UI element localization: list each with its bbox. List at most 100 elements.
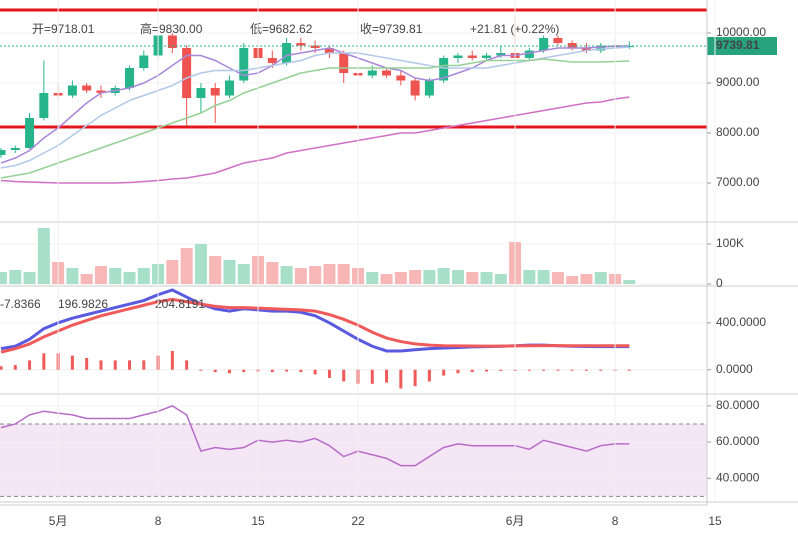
candle-body [239, 48, 249, 81]
bar [480, 272, 493, 284]
bar [542, 369, 546, 371]
candle-body [424, 80, 434, 96]
ohlc-label: 高=9830.00 [140, 21, 203, 36]
bar [237, 264, 250, 284]
candle-body [324, 48, 334, 53]
bar [123, 272, 136, 284]
candle-body [382, 70, 392, 76]
candle-body [167, 35, 177, 48]
y-tick-label: 60.0000 [716, 434, 760, 448]
bar [523, 270, 536, 284]
candle-body [210, 88, 220, 96]
y-tick-label: 0.0000 [716, 362, 753, 376]
indicator-line [0, 45, 630, 164]
bar [66, 268, 79, 284]
candle-body [67, 85, 77, 96]
candle-body [496, 53, 506, 56]
macd-value: -7.8366 [0, 297, 41, 311]
y-tick-label: 400.0000 [716, 315, 766, 329]
bar [327, 369, 331, 378]
macd-value: 196.9826 [58, 297, 108, 311]
bar [109, 268, 122, 284]
bar [227, 369, 231, 374]
bar [437, 268, 450, 284]
bar [566, 276, 579, 284]
candle-body [267, 58, 277, 63]
bar [370, 369, 374, 384]
bar [423, 270, 436, 284]
bar [342, 369, 346, 382]
bar [299, 369, 303, 373]
bar [223, 260, 236, 284]
y-tick-label: 40.0000 [716, 470, 760, 484]
bar [451, 270, 464, 284]
bar [456, 369, 460, 374]
bar [580, 274, 593, 284]
candle-body [196, 88, 206, 98]
x-tick-label: 15 [708, 514, 722, 528]
bar [85, 358, 89, 370]
candle-body [25, 118, 35, 148]
candle-body [310, 45, 320, 48]
bar [570, 369, 574, 371]
bar [623, 280, 636, 284]
bar [128, 360, 132, 370]
candle-body [82, 85, 92, 91]
bar [366, 272, 379, 284]
bar [627, 369, 631, 371]
candle-body [224, 80, 234, 96]
bar [170, 350, 174, 370]
bar [584, 369, 588, 371]
candle-body [339, 53, 349, 73]
bar [42, 353, 46, 370]
bar [499, 369, 503, 371]
ohlc-label: 收=9739.81 [360, 22, 423, 36]
bar [470, 369, 474, 373]
bar [13, 365, 17, 370]
bar [113, 360, 117, 370]
bar [242, 369, 246, 373]
bar [99, 360, 103, 370]
bar [399, 369, 403, 389]
candle-body [367, 70, 377, 76]
bar [280, 266, 293, 284]
bar [185, 360, 189, 370]
y-tick-label: 0 [716, 276, 723, 290]
candle-body [282, 43, 292, 63]
bar [413, 369, 417, 387]
candle-body [553, 38, 563, 43]
candle-body [596, 45, 606, 51]
y-tick-label: 100K [716, 236, 744, 250]
candle-body [539, 38, 549, 51]
bar [194, 244, 207, 284]
bar [37, 228, 50, 284]
last-price-tag [707, 37, 777, 56]
bar [199, 369, 203, 371]
indicator-line [0, 96, 630, 184]
x-tick-label: 8 [155, 514, 162, 528]
bar [494, 274, 507, 284]
candle-body [410, 80, 420, 96]
candle-body [0, 150, 6, 155]
bar [285, 369, 289, 372]
bar [80, 274, 93, 284]
candle-body [10, 148, 20, 150]
bar [294, 268, 307, 284]
candle-body [139, 55, 149, 68]
bar [9, 270, 22, 284]
ohlc-label: 低=9682.62 [250, 22, 313, 36]
candle-body [439, 58, 449, 81]
bar [323, 264, 336, 284]
bar [23, 272, 36, 284]
bar [409, 270, 422, 284]
bar [337, 264, 350, 284]
bar [166, 260, 179, 284]
x-tick-label: 22 [351, 514, 365, 528]
candle-body [567, 43, 577, 48]
indicator-line [0, 58, 630, 179]
bar [266, 262, 279, 284]
bar [537, 270, 550, 284]
bar [309, 266, 322, 284]
bar [137, 268, 150, 284]
